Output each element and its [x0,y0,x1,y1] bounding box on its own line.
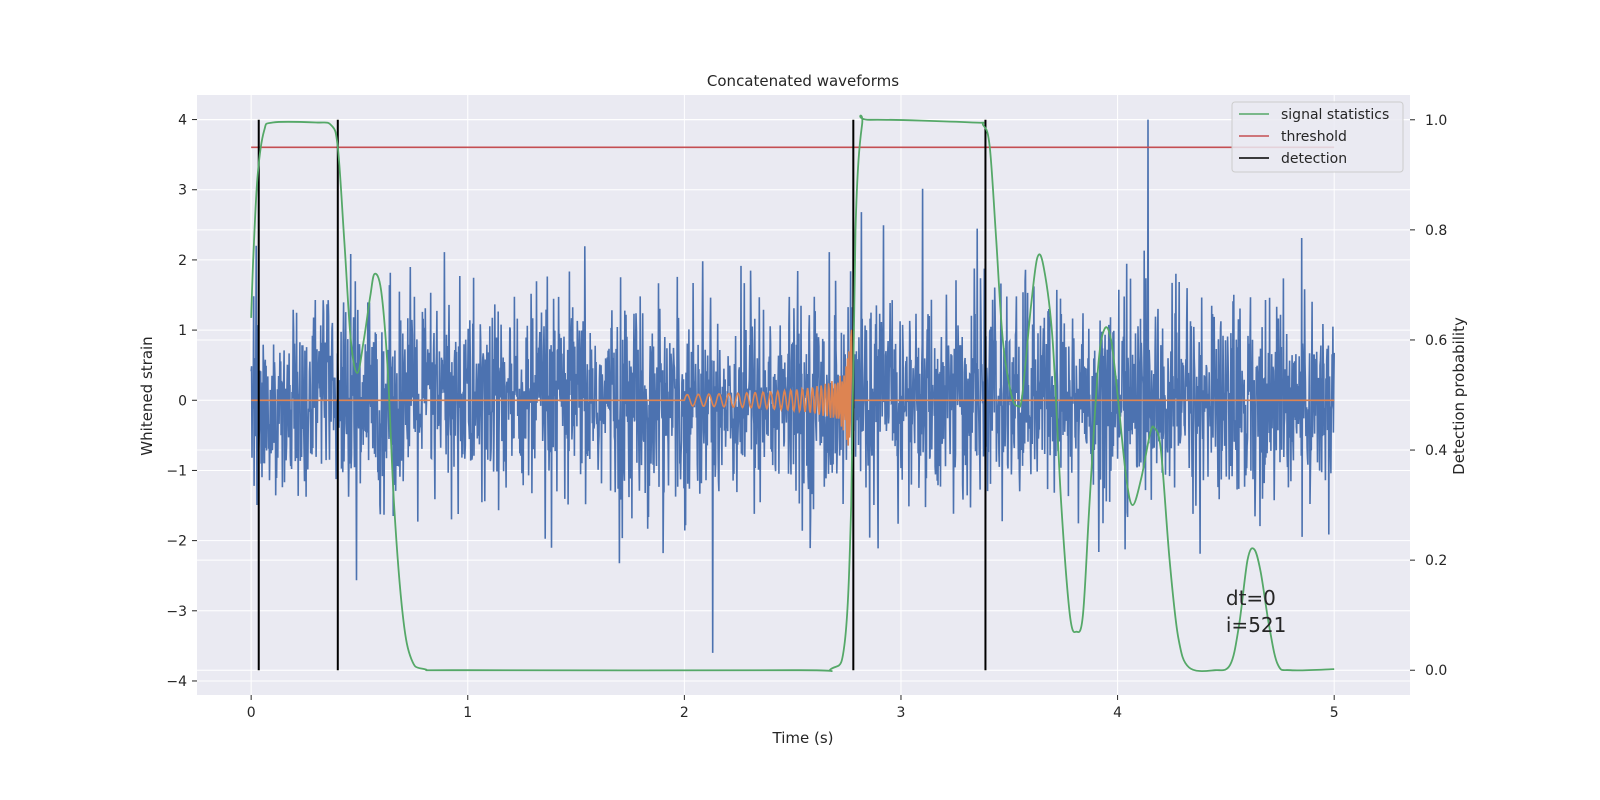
y-right-tick-label: 0.0 [1425,663,1447,679]
legend-box [1231,101,1404,173]
annotations: dt=0 i=521 [1226,586,1287,637]
y-axis-right: 0.0 0.2 0.4 0.6 0.8 1.0 [1410,113,1447,679]
y-tick-label: 1 [178,323,187,339]
y-axis-right-label: Detection probability [1450,317,1468,475]
x-tick-label: 3 [897,705,906,721]
series-layer [250,114,1335,672]
chirp-series [251,329,1335,446]
signal-statistics-series [250,114,1335,672]
y-axis-label: Whitened strain [138,336,156,455]
x-tick-label: 4 [1113,705,1122,721]
y-right-tick-label: 0.2 [1425,553,1447,569]
x-axis: 0 1 2 3 4 5 [247,695,1339,721]
legend-label-detection: detection [1281,151,1347,167]
y-right-tick-label: 0.6 [1425,333,1447,349]
annotation-text: dt=0 [1226,586,1276,610]
x-tick-label: 1 [463,705,472,721]
legend: signal statistics threshold detection [1231,101,1404,173]
strain-series [250,119,1335,653]
legend-label-threshold: threshold [1281,129,1347,145]
y-tick-label: −1 [166,463,187,479]
y-tick-label: −4 [166,674,187,690]
y-tick-label: −2 [166,534,187,550]
annotation-text: i=521 [1226,613,1287,637]
x-axis-label: Time (s) [772,729,834,747]
y-axis-left: −4 −3 −2 −1 0 1 2 3 4 [166,113,197,690]
chart-title: Concatenated waveforms [707,72,899,90]
legend-label-signal-statistics: signal statistics [1281,107,1389,123]
y-right-tick-label: 0.4 [1425,443,1447,459]
x-tick-label: 5 [1330,705,1339,721]
y-tick-label: 0 [178,393,187,409]
x-tick-label: 2 [680,705,689,721]
y-right-tick-label: 0.8 [1425,223,1447,239]
y-tick-label: 4 [178,113,187,129]
y-tick-label: −3 [166,604,187,620]
y-tick-label: 3 [178,183,187,199]
x-tick-label: 0 [247,705,256,721]
y-tick-label: 2 [178,253,187,269]
y-right-tick-label: 1.0 [1425,113,1447,129]
